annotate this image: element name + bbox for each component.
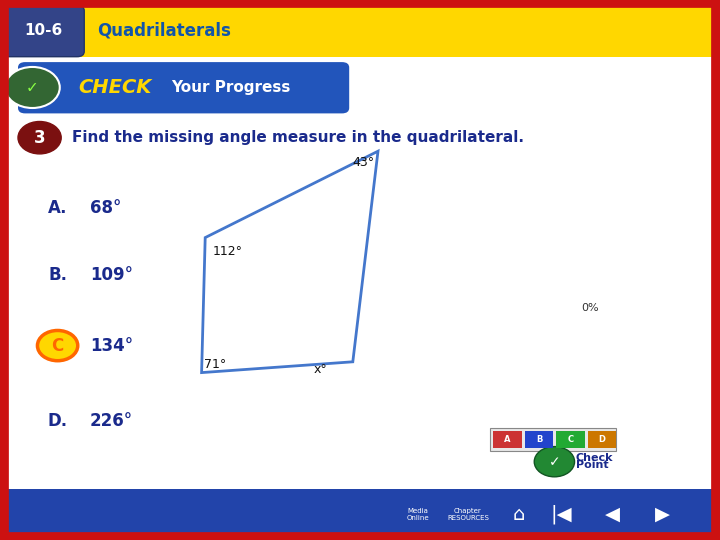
Text: D: D (598, 435, 606, 444)
Text: D.: D. (48, 412, 68, 430)
Text: ✓: ✓ (26, 80, 39, 95)
FancyBboxPatch shape (493, 431, 522, 448)
Text: ▶: ▶ (655, 505, 670, 524)
Circle shape (18, 122, 61, 154)
FancyBboxPatch shape (588, 431, 616, 448)
Text: 10-6: 10-6 (24, 23, 63, 38)
Text: |◀: |◀ (551, 505, 572, 524)
Text: A: A (504, 435, 510, 444)
Text: B: B (536, 435, 542, 444)
FancyBboxPatch shape (525, 431, 553, 448)
Text: A.: A. (48, 199, 68, 217)
Text: ✓: ✓ (549, 455, 560, 469)
Text: ◀: ◀ (605, 505, 619, 524)
Text: C: C (567, 435, 574, 444)
Text: 71°: 71° (204, 358, 226, 371)
Text: C: C (51, 336, 64, 355)
FancyBboxPatch shape (0, 0, 720, 57)
Text: 226°: 226° (90, 412, 133, 430)
Text: Your Progress: Your Progress (171, 80, 290, 95)
FancyBboxPatch shape (18, 62, 349, 113)
FancyBboxPatch shape (1, 5, 84, 57)
Text: 68°: 68° (90, 199, 122, 217)
Circle shape (37, 330, 78, 361)
Text: 43°: 43° (353, 156, 375, 168)
Circle shape (5, 67, 60, 108)
Text: ⌂: ⌂ (512, 505, 525, 524)
Text: 109°: 109° (90, 266, 133, 285)
Text: Check: Check (576, 453, 613, 463)
Text: 112°: 112° (212, 245, 243, 258)
Text: x°: x° (313, 363, 327, 376)
Text: Media
Online: Media Online (406, 508, 429, 521)
Text: Find the missing angle measure in the quadrilateral.: Find the missing angle measure in the qu… (72, 130, 524, 145)
Polygon shape (202, 151, 378, 373)
Text: B.: B. (48, 266, 67, 285)
Text: Quadrilaterals: Quadrilaterals (97, 22, 231, 40)
FancyBboxPatch shape (0, 489, 720, 540)
Text: 134°: 134° (90, 336, 133, 355)
Circle shape (534, 447, 575, 477)
Text: 0%: 0% (582, 303, 599, 313)
FancyBboxPatch shape (557, 431, 585, 448)
Text: 3: 3 (34, 129, 45, 147)
Text: Point: Point (576, 461, 608, 470)
FancyBboxPatch shape (490, 428, 616, 451)
Text: Chapter
RESOURCES: Chapter RESOURCES (447, 508, 489, 521)
Text: CHECK: CHECK (78, 78, 152, 97)
